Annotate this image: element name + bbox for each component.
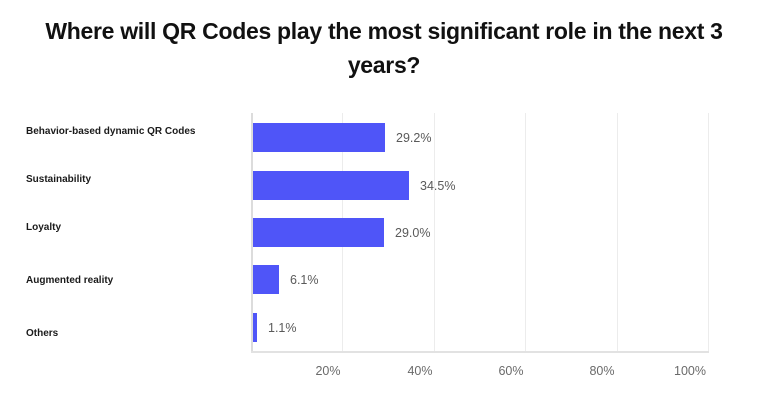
category-label: Others xyxy=(26,328,59,339)
value-label: 29.2% xyxy=(396,131,432,145)
x-axis xyxy=(251,351,709,353)
value-label: 29.0% xyxy=(395,226,431,240)
x-tick-label: 80% xyxy=(589,364,615,378)
chart-title-line-1: Where will QR Codes play the most signif… xyxy=(45,18,723,44)
x-tick-label: 20% xyxy=(315,364,341,378)
bar-augmented-reality xyxy=(252,265,279,294)
gridline-40 xyxy=(434,113,435,351)
value-label: 6.1% xyxy=(290,273,319,287)
bar-behavior-based xyxy=(252,123,385,152)
category-label: Augmented reality xyxy=(26,275,114,286)
plot-area: 29.2% 34.5% 29.0% 6.1% 1.1% xyxy=(251,113,709,353)
value-label: 1.1% xyxy=(268,321,297,335)
x-tick-label: 40% xyxy=(407,364,433,378)
y-axis xyxy=(251,113,253,353)
gridline-100 xyxy=(708,113,709,351)
value-label: 34.5% xyxy=(420,179,456,193)
x-tick-label: 60% xyxy=(498,364,524,378)
gridline-80 xyxy=(617,113,618,351)
bar-sustainability xyxy=(252,171,409,200)
chart-title: Where will QR Codes play the most signif… xyxy=(0,14,768,82)
bar-others xyxy=(252,313,257,342)
gridline-60 xyxy=(525,113,526,351)
x-tick-label: 100% xyxy=(674,364,706,378)
bar-loyalty xyxy=(252,218,384,247)
category-label: Sustainability xyxy=(26,174,92,185)
chart-title-line-2: years? xyxy=(347,52,421,78)
category-label: Loyalty xyxy=(26,222,62,233)
category-label: Behavior-based dynamic QR Codes xyxy=(26,126,196,137)
